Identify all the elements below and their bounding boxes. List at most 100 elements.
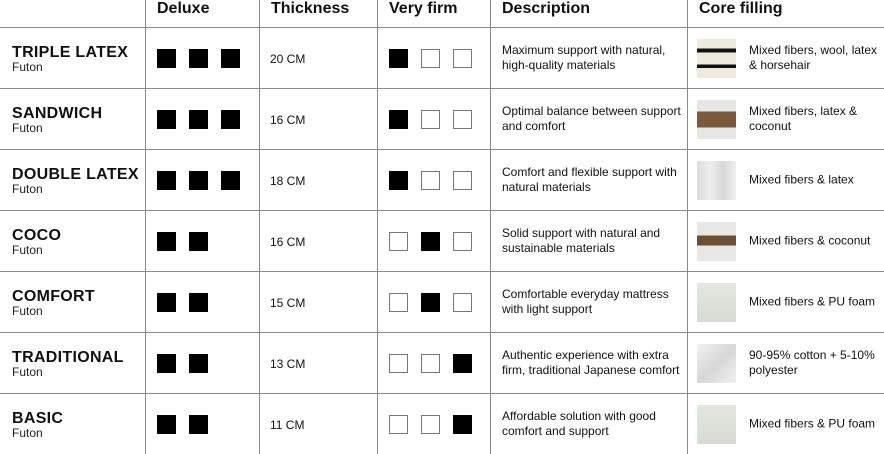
core-filling-image [697, 222, 736, 261]
product-type: Futon [12, 304, 43, 318]
product-type: Futon [12, 243, 43, 257]
deluxe-indicator-filled [189, 171, 208, 190]
firmness-indicator-filled [389, 49, 408, 68]
header-deluxe: Deluxe [157, 0, 210, 17]
firmness-indicator-empty [389, 354, 408, 373]
firmness-indicator-filled [421, 232, 440, 251]
table-row: COMFORT Futon 15 CM Comfortable everyday … [0, 271, 884, 332]
core-filling-text: Mixed fibers & PU foam [749, 416, 876, 431]
product-name: COMFORT Futon [12, 288, 95, 318]
core-filling-image [697, 283, 736, 322]
firmness-indicator-empty [453, 232, 472, 251]
product-name: TRADITIONAL Futon [12, 349, 124, 379]
firmness-indicator-filled [453, 354, 472, 373]
core-filling-text: Mixed fibers, wool, latex & horsehair [749, 43, 878, 72]
header-firmness: Very firm [389, 0, 458, 17]
core-filling-image [697, 100, 736, 139]
thickness-value: 20 CM [270, 52, 306, 66]
table-row: BASIC Futon 11 CM Affordable solution wit… [0, 393, 884, 454]
deluxe-indicator-filled [221, 49, 240, 68]
deluxe-indicator-filled [189, 49, 208, 68]
firmness-indicator-empty [453, 49, 472, 68]
firmness-indicator-empty [421, 49, 440, 68]
deluxe-indicator-filled [157, 232, 176, 251]
description-text: Optimal balance between support and comf… [502, 104, 681, 133]
core-filling-text: Mixed fibers, latex & coconut [749, 104, 858, 133]
core-filling-image [697, 39, 736, 78]
header-core-filling: Core filling [699, 0, 783, 17]
product-type: Futon [12, 121, 43, 135]
product-type: Futon [12, 60, 43, 74]
column-divider [687, 0, 688, 454]
deluxe-indicator-filled [221, 171, 240, 190]
deluxe-indicator-filled [157, 110, 176, 129]
firmness-indicator-empty [421, 171, 440, 190]
description-text: Maximum support with natural, high-quali… [502, 43, 666, 72]
header-description: Description [502, 0, 591, 17]
product-title: TRIPLE LATEX [12, 44, 129, 61]
thickness-value: 13 CM [270, 357, 306, 371]
column-divider [259, 0, 260, 454]
column-divider [145, 0, 146, 454]
product-name: SANDWICH Futon [12, 105, 102, 135]
thickness-value: 11 CM [270, 418, 305, 432]
header-thickness: Thickness [271, 0, 350, 17]
deluxe-indicator-filled [189, 232, 208, 251]
deluxe-indicator-filled [221, 110, 240, 129]
product-name: TRIPLE LATEX Futon [12, 44, 128, 74]
firmness-indicator-empty [389, 293, 408, 312]
deluxe-indicator-filled [157, 293, 176, 312]
product-type: Futon [12, 426, 43, 440]
core-filling-image [697, 344, 736, 383]
core-filling-text: 90-95% cotton + 5-10% polyester [749, 348, 875, 377]
deluxe-indicator-filled [189, 110, 208, 129]
core-filling-image [697, 405, 736, 444]
table-row: SANDWICH Futon 16 CM Optimal balance betw… [0, 88, 884, 149]
column-divider [490, 0, 491, 454]
firmness-indicator-empty [421, 415, 440, 434]
thickness-value: 16 CM [270, 113, 306, 127]
firmness-indicator-filled [421, 293, 440, 312]
product-title: BASIC [12, 410, 64, 427]
firmness-indicator-empty [389, 415, 408, 434]
product-title: DOUBLE LATEX [12, 166, 139, 183]
product-title: COMFORT [12, 288, 95, 305]
product-name: COCO Futon [12, 227, 61, 257]
product-name: DOUBLE LATEX Futon [12, 166, 139, 196]
firmness-indicator-empty [421, 354, 440, 373]
thickness-value: 15 CM [270, 296, 306, 310]
description-text: Authentic experience with extra firm, tr… [502, 348, 680, 377]
product-title: SANDWICH [12, 105, 103, 122]
firmness-indicator-empty [421, 110, 440, 129]
product-title: TRADITIONAL [12, 349, 124, 366]
description-text: Comfort and flexible support with natura… [502, 165, 677, 194]
product-type: Futon [12, 182, 43, 196]
core-filling-text: Mixed fibers & PU foam [749, 294, 876, 309]
deluxe-indicator-filled [157, 49, 176, 68]
description-text: Solid support with natural and sustainab… [502, 226, 661, 255]
deluxe-indicator-filled [189, 354, 208, 373]
firmness-indicator-filled [453, 415, 472, 434]
column-divider [377, 0, 378, 454]
firmness-indicator-filled [389, 171, 408, 190]
thickness-value: 18 CM [270, 174, 306, 188]
firmness-indicator-filled [389, 110, 408, 129]
deluxe-indicator-filled [189, 415, 208, 434]
firmness-indicator-empty [453, 293, 472, 312]
firmness-indicator-empty [453, 110, 472, 129]
thickness-value: 16 CM [270, 235, 306, 249]
core-filling-text: Mixed fibers & coconut [749, 233, 871, 248]
product-name: BASIC Futon [12, 410, 63, 440]
table-row: TRIPLE LATEX Futon 20 CM Maximum support … [0, 27, 884, 88]
description-text: Comfortable everyday mattress with light… [502, 287, 669, 316]
deluxe-indicator-filled [157, 354, 176, 373]
deluxe-indicator-filled [189, 293, 208, 312]
firmness-indicator-empty [453, 171, 472, 190]
description-text: Affordable solution with good comfort an… [502, 409, 656, 438]
product-type: Futon [12, 365, 43, 379]
table-row: DOUBLE LATEX Futon 18 CM Comfort and flex… [0, 149, 884, 210]
core-filling-text: Mixed fibers & latex [749, 172, 854, 187]
firmness-indicator-empty [389, 232, 408, 251]
table-row: COCO Futon 16 CM Solid support with natur… [0, 210, 884, 271]
